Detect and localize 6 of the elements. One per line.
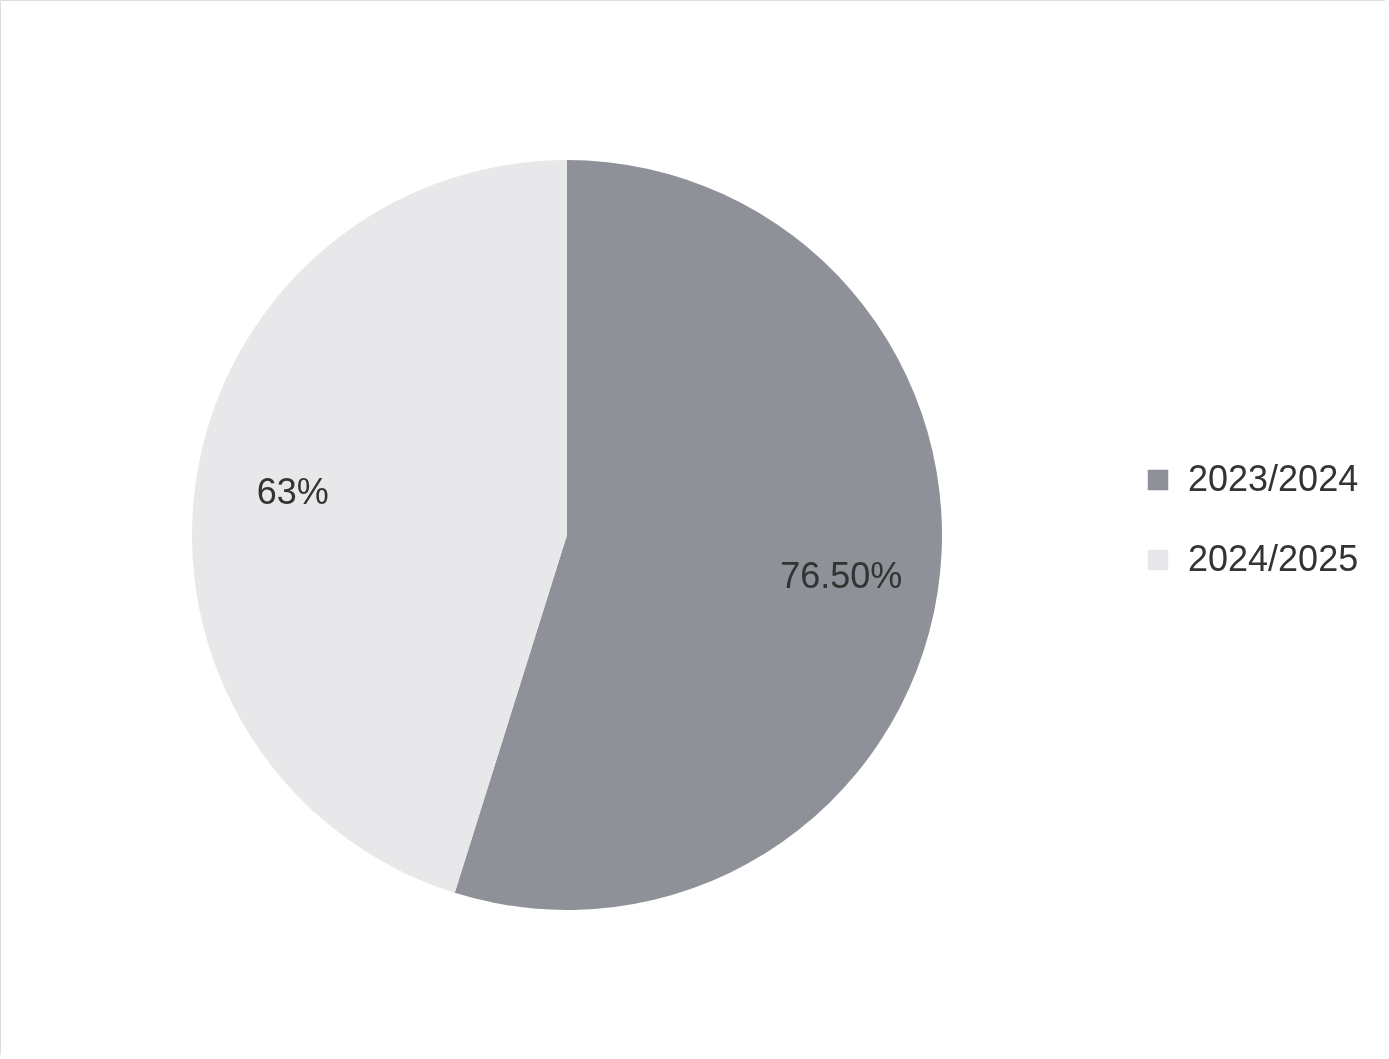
pie-slice bbox=[454, 160, 942, 910]
data-label: 76.50% bbox=[780, 555, 903, 597]
legend-label: 2024/2025 bbox=[1188, 538, 1359, 579]
data-label: 63% bbox=[256, 470, 329, 512]
legend-label: 2023/2024 bbox=[1188, 458, 1359, 499]
pie-slice bbox=[192, 160, 567, 893]
